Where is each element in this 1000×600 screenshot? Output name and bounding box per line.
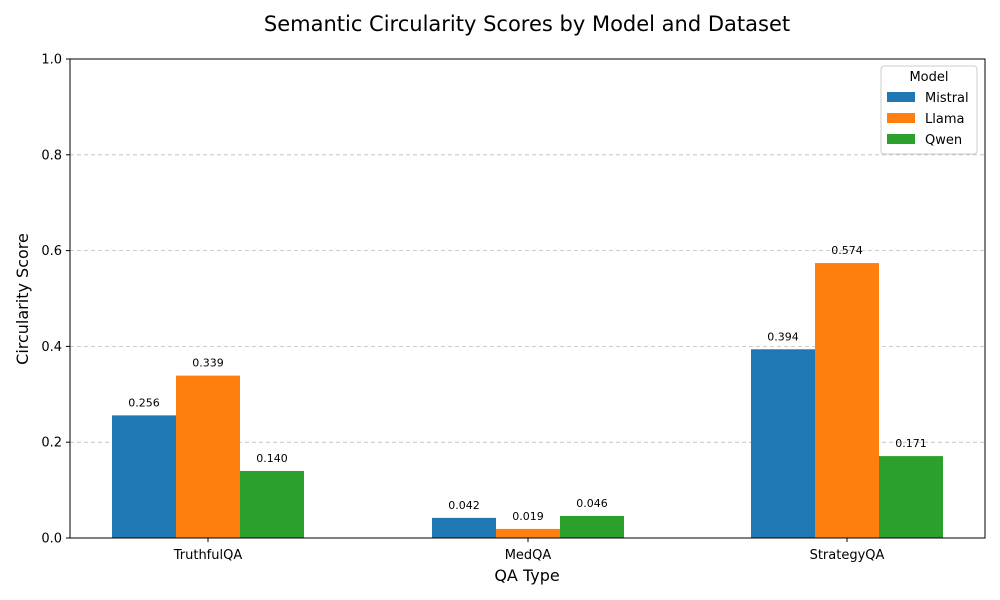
bar-value-labels: 0.256 0.042 0.394 0.339 0.019 0.574 0.140 0.046… (128, 244, 927, 523)
bar-value-label: 0.339 (192, 357, 224, 370)
legend-swatch-mistral (887, 92, 915, 102)
bar-value-label: 0.046 (576, 497, 608, 510)
bar-mistral-medqa (432, 517, 496, 538)
x-axis-ticks: TruthfulQA MedQA StrategyQA (173, 538, 885, 563)
x-axis-label: QA Type (494, 566, 559, 585)
bar-value-label: 0.171 (895, 437, 927, 450)
x-tick-label: StrategyQA (810, 548, 885, 563)
legend-swatch-llama (887, 113, 915, 123)
bar-llama-strategyqa (815, 263, 879, 538)
y-tick-label: 0.0 (41, 532, 62, 547)
bar-mistral-truthfulqa (112, 415, 176, 538)
grid-lines (70, 154, 985, 443)
bar-value-label: 0.574 (831, 244, 863, 257)
y-axis-label: Circularity Score (13, 233, 32, 365)
legend: Model Mistral Llama Qwen (880, 65, 978, 155)
y-tick-label: 0.6 (41, 244, 62, 259)
legend-label-llama: Llama (925, 112, 964, 127)
y-tick-label: 1.0 (41, 53, 62, 68)
bar-llama-truthfulqa (176, 375, 240, 538)
y-tick-label: 0.8 (41, 148, 62, 163)
legend-label-qwen: Qwen (925, 133, 962, 148)
x-tick-label: MedQA (505, 548, 552, 563)
bar-mistral-strategyqa (751, 349, 815, 538)
y-axis-ticks: 0.0 0.2 0.4 0.6 0.8 1.0 (41, 53, 70, 547)
bar-qwen-strategyqa (879, 456, 943, 538)
bar-value-label: 0.394 (767, 330, 799, 343)
legend-label-mistral: Mistral (925, 91, 969, 106)
bar-qwen-medqa (560, 515, 624, 538)
x-tick-label: TruthfulQA (173, 548, 243, 563)
bars (112, 263, 943, 538)
bar-value-label: 0.042 (448, 499, 480, 512)
chart-title: Semantic Circularity Scores by Model and… (264, 12, 790, 36)
bar-value-label: 0.019 (512, 510, 544, 523)
legend-box (880, 65, 978, 155)
legend-title: Model (909, 70, 948, 85)
bar-llama-medqa (496, 528, 560, 538)
y-tick-label: 0.2 (41, 436, 62, 451)
bar-value-label: 0.256 (128, 396, 160, 409)
bar-qwen-truthfulqa (240, 470, 304, 538)
y-tick-label: 0.4 (41, 340, 62, 355)
bar-value-label: 0.140 (256, 452, 288, 465)
legend-swatch-qwen (887, 134, 915, 144)
